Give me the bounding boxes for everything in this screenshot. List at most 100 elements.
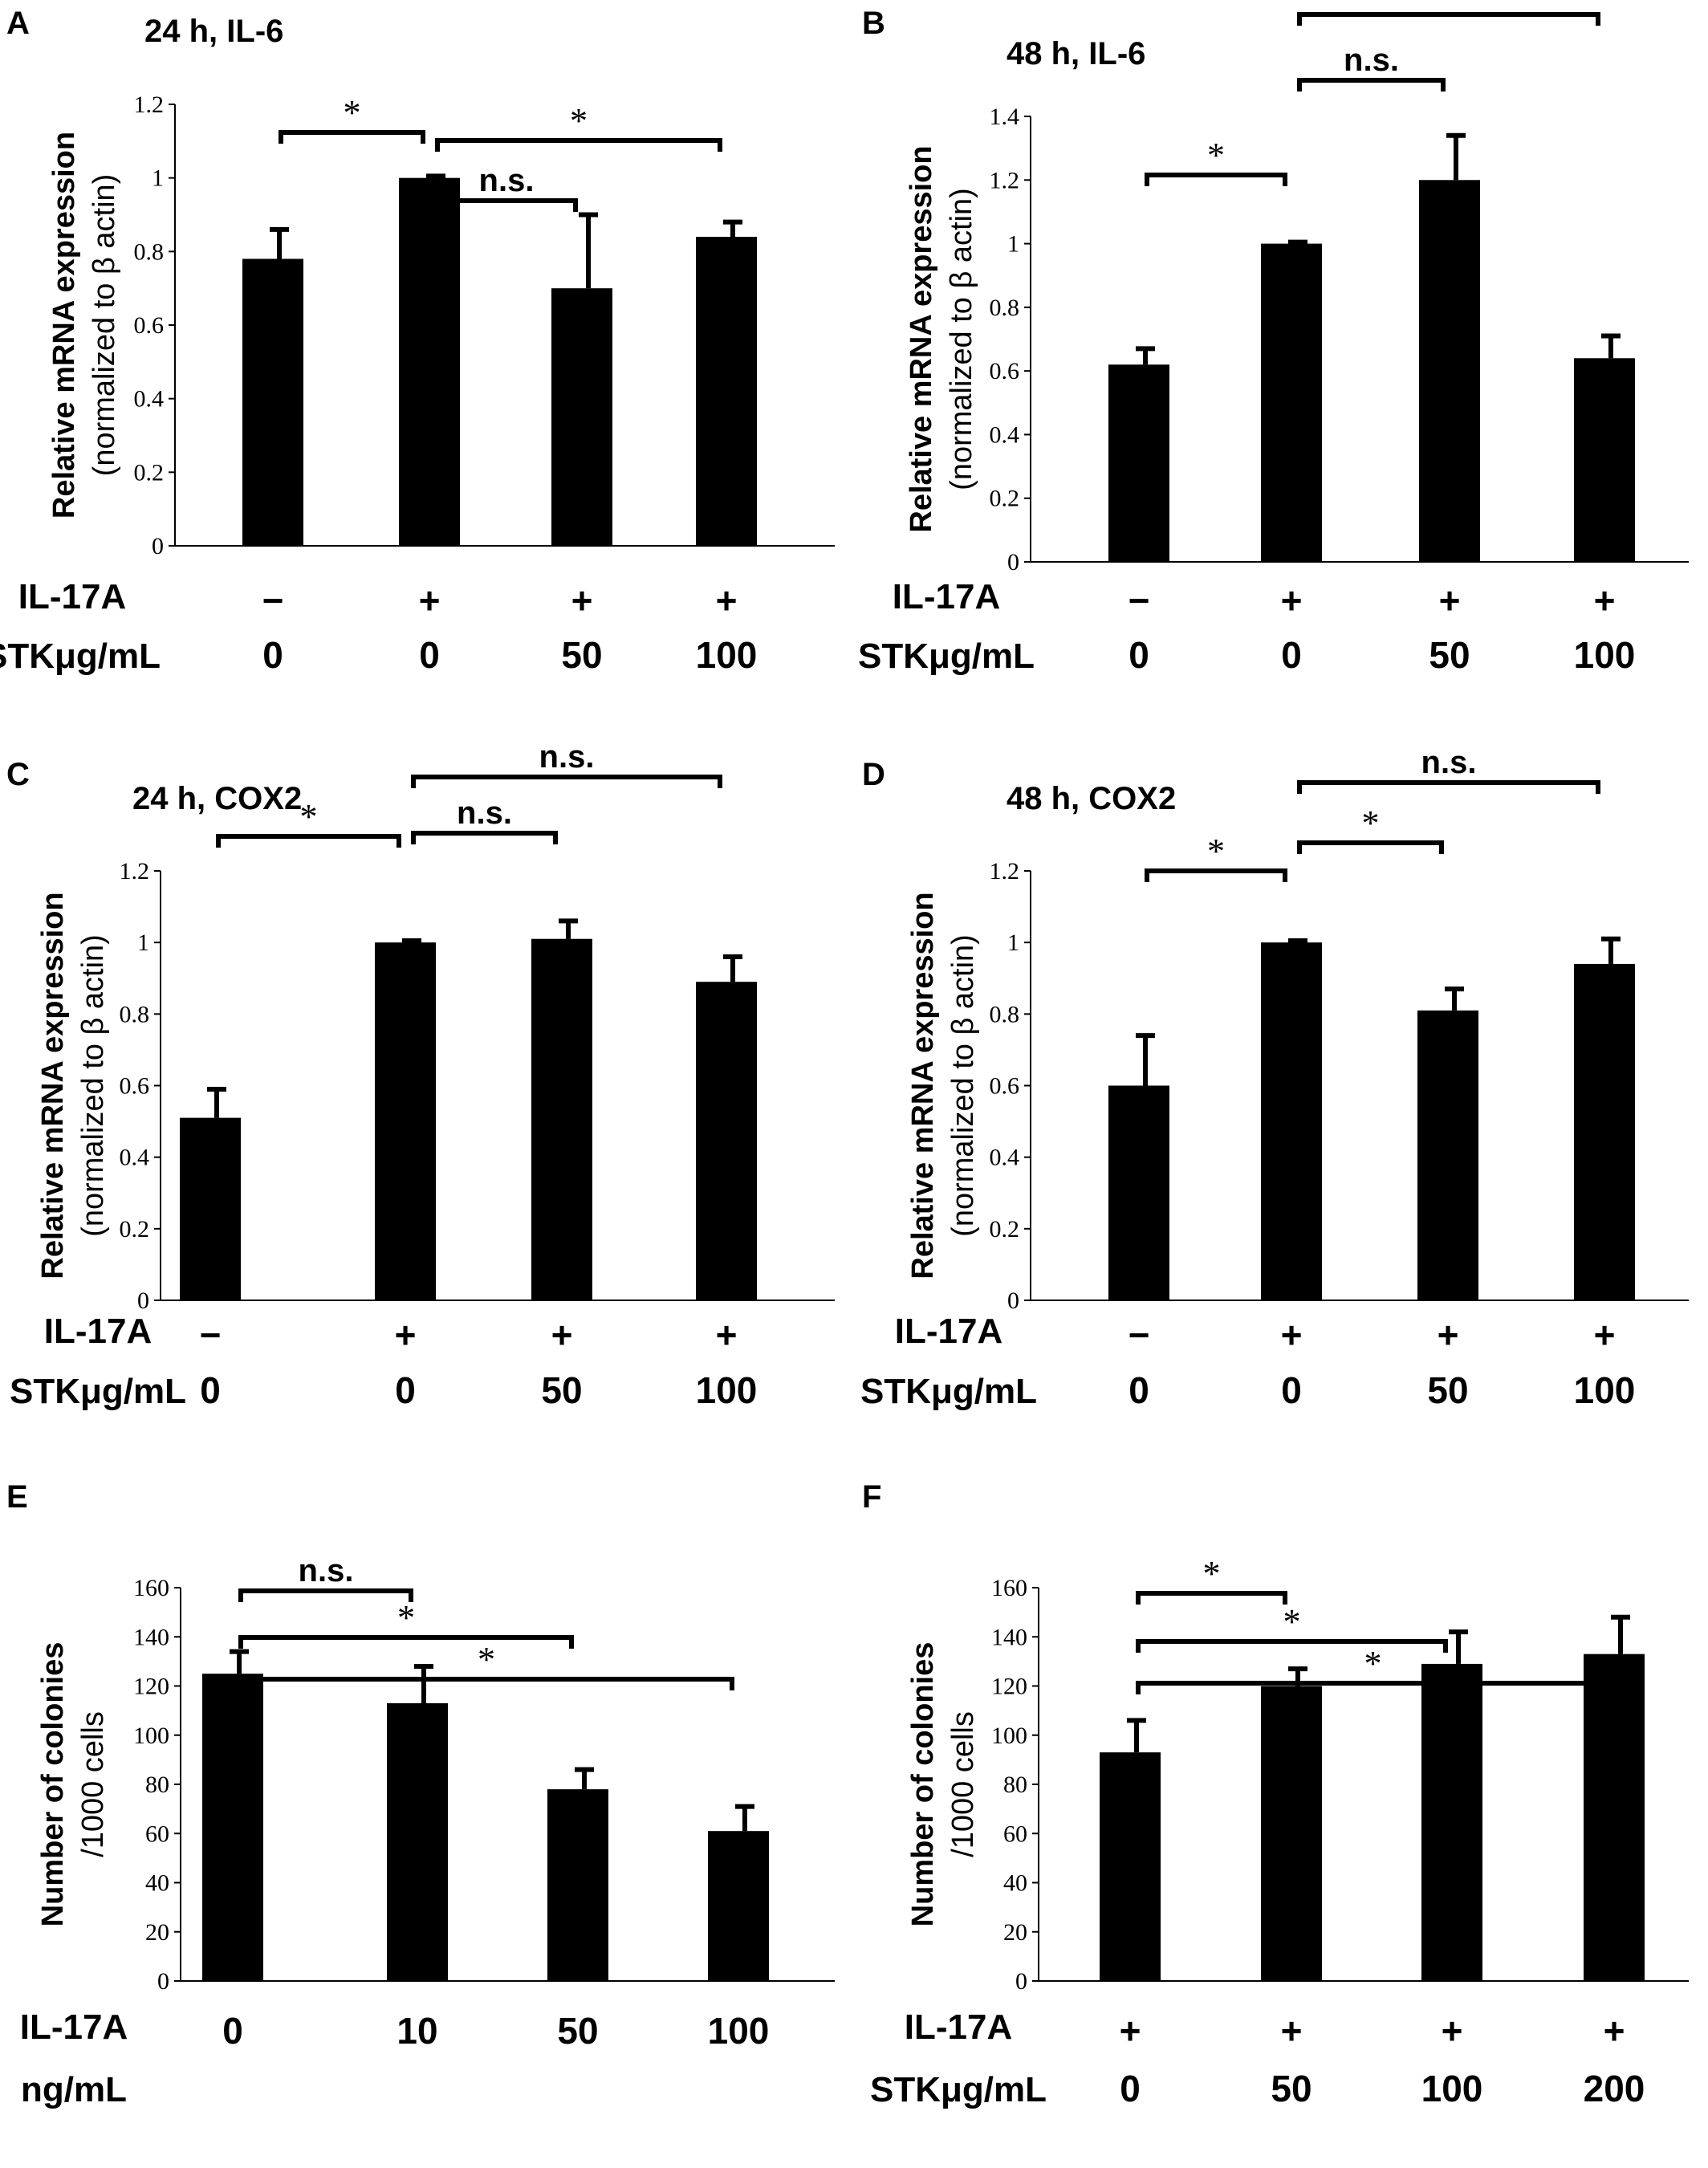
significance-label: * [478,1640,495,1679]
y-tick-label: 20 [145,1919,169,1946]
row2-value: 50 [561,634,602,676]
bar [696,982,757,1300]
significance-label: * [1203,1554,1221,1593]
row1-value: 100 [708,2010,770,2052]
y-tick-label: 0.4 [990,1145,1020,1171]
significance-bracket [1297,840,1444,854]
y-tick-label: 0.8 [990,295,1020,321]
bar [180,1117,241,1300]
row1-value: + [1594,1314,1616,1356]
row2-value: 100 [696,634,758,676]
row2-value: 0 [419,634,440,676]
row1-label: IL-17A [44,1312,152,1351]
significance-bracket [216,834,401,848]
significance-label: * [344,93,361,132]
y-tick-label: 160 [991,1575,1027,1601]
y-tick-label: 1 [137,929,149,956]
chart-e: E Number of colonies/1000 cells 0 20 40 60 80 1… [6,1479,835,2109]
row2-label: STKμg/mL [10,1372,186,1411]
significance-bracket [435,198,578,212]
y-axis-subtitle: (normalized to β actin) [946,934,980,1237]
y-tick-label: 0.2 [990,486,1020,512]
y-tick-label: 0.2 [134,459,165,486]
chart-title: 48 h, IL-6 [1007,36,1145,71]
y-axis-subtitle: /1000 cells [76,1711,110,1857]
y-tick-label: 1 [152,165,164,192]
y-tick-label: 1.2 [120,858,150,885]
y-tick-label: 1.2 [990,167,1020,193]
chart-f: F Number of colonies/1000 cells 0 20 40 60 80 1… [862,1479,1689,2109]
significance-bracket [1145,868,1287,882]
y-tick-label: 0.6 [990,358,1020,384]
bar [1417,1010,1478,1300]
significance-label: n.s. [457,795,512,831]
chart-c: C 24 h, COX2 Relative mRNA expression (norm… [6,739,835,1411]
y-tick-label: 20 [1003,1919,1027,1946]
y-tick-label: 0.6 [990,1073,1020,1100]
row1-value: 10 [396,2010,437,2052]
y-tick-label: 1 [1007,231,1019,258]
bar [1421,1663,1482,1981]
row1-label: IL-17A [893,577,1000,616]
y-tick-label: 140 [133,1624,169,1650]
row1-value: 50 [557,2010,598,2052]
y-tick-label: 1.2 [990,858,1020,885]
significance-label: n.s. [299,1553,354,1588]
row2-label: STKμg/mL [0,637,161,676]
bar [242,258,303,546]
significance-bracket [238,1677,734,1690]
bar [202,1674,263,1981]
y-tick-label: 0.8 [134,238,165,265]
row2-value: 0 [395,1369,416,1411]
y-tick-label: 80 [145,1771,169,1798]
y-tick-label: 120 [133,1674,169,1700]
y-tick-label: 1 [1007,929,1019,956]
significance-bracket [1297,780,1600,794]
row2-value: 50 [1429,634,1470,676]
y-tick-label: 0 [152,533,164,559]
bar [547,1789,608,1981]
y-tick-label: 0 [1007,549,1019,576]
y-tick-label: 1.2 [134,92,165,118]
row2-value: 0 [1128,1369,1149,1411]
y-axis-subtitle: (normalized to β actin) [76,934,110,1237]
bar [1100,1752,1161,1981]
significance-bracket [1136,1591,1287,1605]
row1-value: − [262,580,284,621]
chart-title: 48 h, COX2 [1007,781,1176,816]
row2-value: 0 [1281,1369,1302,1411]
y-tick-label: 40 [1003,1870,1027,1897]
significance-label: n.s. [539,739,595,775]
bar [531,938,592,1300]
row1-value: − [1128,580,1150,621]
bar [1108,364,1169,562]
row1-value: + [1604,2010,1625,2052]
row1-value: − [1128,1314,1150,1356]
row1-value: − [200,1314,222,1356]
row2-value: 0 [1128,634,1149,676]
significance-label: * [1207,136,1225,175]
row2-value: 0 [1281,634,1302,676]
row2-value: 0 [262,634,283,676]
row1-label: IL-17A [895,1312,1002,1351]
y-axis-title: Number of colonies [906,1642,940,1927]
bar [1419,180,1480,563]
y-tick-label: 0.4 [990,421,1020,448]
significance-bracket [1136,1681,1610,1694]
significance-label: * [1362,803,1380,843]
panel-d: D 48 h, COX2 Relative mRNA expression (norm… [854,722,1708,1445]
row2-value: 0 [200,1369,221,1411]
row2-value: 100 [1574,1369,1636,1411]
y-axis-title: Relative mRNA expression [47,132,81,519]
bar [1261,1686,1322,1981]
panel-b: B 48 h, IL-6 Relative mRNA expression (norm… [854,0,1708,722]
significance-label: n.s. [1421,745,1477,780]
panel-label: D [862,757,885,792]
y-tick-label: 0.6 [120,1073,150,1100]
significance-bracket [1297,78,1446,92]
y-axis-title: Relative mRNA expression [36,892,70,1279]
row1-value: + [571,580,593,621]
panel-f: F Number of colonies/1000 cells 0 20 40 60 80 1… [854,1445,1708,2167]
row2-value: 100 [696,1369,758,1411]
y-tick-label: 100 [991,1723,1027,1749]
